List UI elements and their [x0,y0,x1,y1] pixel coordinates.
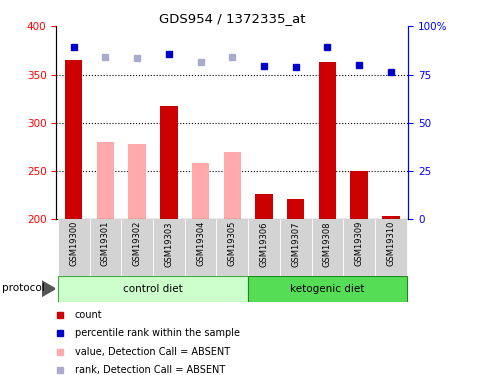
Text: GSM19304: GSM19304 [196,221,204,266]
Text: GSM19300: GSM19300 [69,221,78,266]
Bar [65,60,82,219]
Bar [374,219,406,276]
Bar [247,276,406,302]
Bar [311,219,343,276]
Bar [255,194,272,219]
Text: protocol: protocol [2,283,45,293]
Text: value, Detection Call = ABSENT: value, Detection Call = ABSENT [75,346,229,357]
Bar [381,216,399,219]
Bar [153,219,184,276]
Bar [286,199,304,219]
Bar [191,164,209,219]
Bar [58,276,247,302]
Text: control diet: control diet [123,284,183,294]
Bar [121,219,153,276]
Text: GSM19301: GSM19301 [101,221,110,266]
Text: GSM19303: GSM19303 [164,221,173,267]
Text: ketogenic diet: ketogenic diet [290,284,364,294]
Bar [160,106,177,219]
Bar [343,219,374,276]
Bar [184,219,216,276]
Bar [89,219,121,276]
Bar [247,219,279,276]
Text: GSM19307: GSM19307 [291,221,300,267]
Text: percentile rank within the sample: percentile rank within the sample [75,328,239,338]
Text: GSM19302: GSM19302 [132,221,142,266]
Polygon shape [41,281,55,297]
Bar [318,62,335,219]
Bar [97,142,114,219]
Text: rank, Detection Call = ABSENT: rank, Detection Call = ABSENT [75,365,224,375]
Text: GSM19309: GSM19309 [354,221,363,266]
Bar [58,219,89,276]
Bar [223,152,241,219]
Title: GDS954 / 1372335_at: GDS954 / 1372335_at [159,12,305,25]
Text: GSM19308: GSM19308 [322,221,331,267]
Text: GSM19310: GSM19310 [386,221,395,266]
Text: GSM19305: GSM19305 [227,221,236,266]
Bar [279,219,311,276]
Text: count: count [75,310,102,320]
Bar [216,219,247,276]
Text: GSM19306: GSM19306 [259,221,268,267]
Bar [350,171,367,219]
Bar [128,144,145,219]
